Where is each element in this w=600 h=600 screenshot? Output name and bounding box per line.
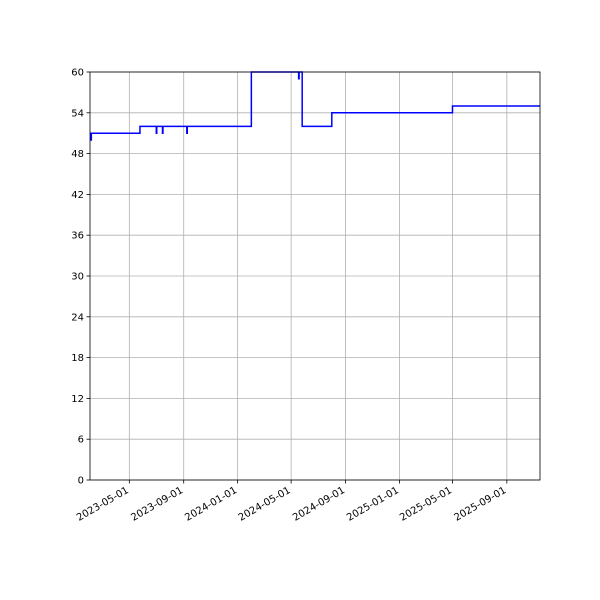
y-tick-label: 0 <box>78 476 84 487</box>
y-axis-ticks: 0 6 12 18 24 30 36 42 48 54 60 <box>71 68 90 487</box>
y-tick-label: 6 <box>78 435 84 446</box>
y-tick-label: 12 <box>71 394 84 405</box>
x-tick-label: 2024-01-01 <box>183 485 239 524</box>
y-tick-label: 48 <box>71 149 84 160</box>
series-line <box>90 71 540 141</box>
series-layer <box>90 71 540 141</box>
x-tick-label: 2024-05-01 <box>237 485 293 524</box>
x-tick-label: 2025-01-01 <box>345 485 401 524</box>
y-tick-label: 30 <box>71 272 84 283</box>
y-tick-label: 60 <box>71 68 84 79</box>
y-tick-label: 24 <box>71 312 84 323</box>
y-tick-label: 42 <box>71 190 84 201</box>
y-tick-label: 18 <box>71 353 84 364</box>
x-tick-label: 2025-05-01 <box>398 485 454 524</box>
x-tick-label: 2024-09-01 <box>291 485 347 524</box>
x-axis-ticks: 2023-05-012023-09-012024-01-012024-05-01… <box>75 480 508 524</box>
x-tick-label: 2023-09-01 <box>129 485 185 524</box>
y-tick-label: 36 <box>71 231 84 242</box>
x-tick-label: 2023-05-01 <box>75 485 131 524</box>
y-tick-label: 54 <box>71 108 84 119</box>
x-tick-label: 2025-09-01 <box>453 485 509 524</box>
